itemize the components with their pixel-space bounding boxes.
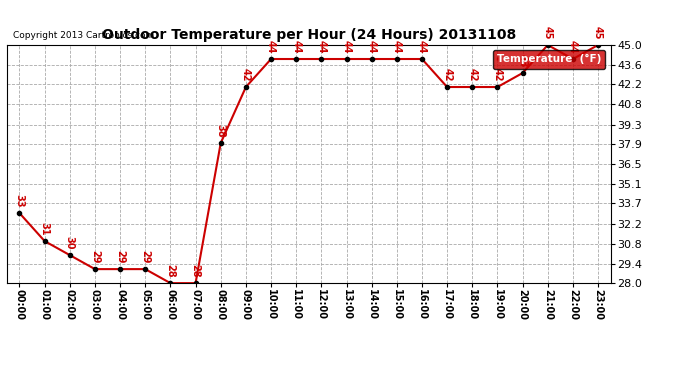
Text: 44: 44 <box>568 40 578 54</box>
Text: 31: 31 <box>39 222 50 236</box>
Text: 45: 45 <box>593 26 603 39</box>
Text: 44: 44 <box>266 40 276 54</box>
Text: 44: 44 <box>392 40 402 54</box>
Text: 43: 43 <box>518 54 528 68</box>
Text: 29: 29 <box>115 250 125 264</box>
Text: Copyright 2013 Cartronics.com: Copyright 2013 Cartronics.com <box>13 31 154 40</box>
Text: 44: 44 <box>417 40 427 54</box>
Text: 38: 38 <box>216 124 226 138</box>
Text: 30: 30 <box>65 236 75 249</box>
Text: 44: 44 <box>316 40 326 54</box>
Text: 28: 28 <box>190 264 201 278</box>
Text: 42: 42 <box>442 68 452 81</box>
Text: 33: 33 <box>14 194 24 207</box>
Text: 42: 42 <box>467 68 477 81</box>
Text: 29: 29 <box>90 250 100 264</box>
Text: 42: 42 <box>241 68 251 81</box>
Text: 44: 44 <box>291 40 302 54</box>
Text: 44: 44 <box>366 40 377 54</box>
Title: Outdoor Temperature per Hour (24 Hours) 20131108: Outdoor Temperature per Hour (24 Hours) … <box>101 28 516 42</box>
Text: 42: 42 <box>493 68 502 81</box>
Text: 45: 45 <box>543 26 553 39</box>
Text: 28: 28 <box>166 264 175 278</box>
Text: 29: 29 <box>140 250 150 264</box>
Legend: Temperature  (°F): Temperature (°F) <box>493 50 605 69</box>
Text: 44: 44 <box>342 40 351 54</box>
